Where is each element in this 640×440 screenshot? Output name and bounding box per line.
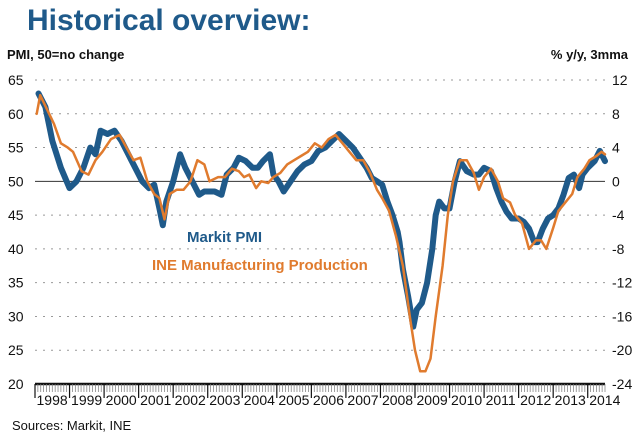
page-title: Historical overview:: [27, 4, 311, 37]
series-line-markit-pmi: [35, 90, 608, 330]
x-tick-label: 2011: [486, 392, 516, 408]
x-tick-label: 2003: [209, 392, 240, 408]
x-tick-label: 2007: [347, 392, 378, 408]
left-tick-label: 60: [8, 106, 24, 122]
grid: [35, 79, 605, 351]
left-tick-label: 55: [8, 140, 24, 156]
left-tick-label: 35: [8, 275, 24, 291]
x-tick-label: 2001: [140, 392, 171, 408]
right-tick-label: 4: [612, 140, 620, 156]
left-tick-label: 65: [8, 72, 24, 88]
right-tick-label: 0: [612, 173, 620, 189]
right-y-axis: 12 8 4 0 -4 -8 -12 -16 -20 -24: [612, 72, 632, 392]
right-tick-label: -4: [612, 207, 625, 223]
x-tick-label: 2010: [451, 392, 482, 408]
left-tick-label: 25: [8, 342, 24, 358]
right-tick-label: -16: [612, 308, 632, 324]
x-tick-label: 1998: [37, 392, 68, 408]
right-tick-label: 8: [612, 106, 620, 122]
left-y-axis: 65 60 55 50 45 40 35 30 25 20: [8, 72, 24, 392]
right-tick-label: 12: [612, 72, 628, 88]
left-tick-label: 45: [8, 207, 24, 223]
x-tick-label: 1999: [71, 392, 102, 408]
x-tick-label: 2008: [382, 392, 413, 408]
left-tick-label: 40: [8, 241, 24, 257]
legend-markit-pmi: Markit PMI: [187, 229, 262, 246]
left-tick-label: 20: [8, 376, 24, 392]
left-tick-label: 30: [8, 308, 24, 324]
legend-ine-production: INE Manufacturing Production: [152, 257, 368, 274]
source-note: Sources: Markit, INE: [12, 418, 132, 433]
right-tick-label: -8: [612, 241, 625, 257]
left-tick-label: 50: [8, 173, 24, 189]
x-axis: 1998 1999 2000 2001 2002 2003 2004 2005 2006 2007…: [34, 382, 621, 408]
x-tick-label: 2006: [313, 392, 344, 408]
series-lines: [35, 90, 608, 373]
x-tick-label: 2005: [278, 392, 309, 408]
x-tick-label: 2009: [417, 392, 448, 408]
x-tick-label: 2012: [520, 392, 551, 408]
series-line-ine-production: [35, 93, 607, 373]
right-tick-label: -20: [612, 342, 632, 358]
right-tick-label: -12: [612, 275, 632, 291]
x-tick-label: 2013: [555, 392, 586, 408]
x-tick-label: 2002: [175, 392, 206, 408]
right-tick-label: -24: [612, 376, 632, 392]
right-axis-label: % y/y, 3mma: [550, 47, 628, 62]
x-tick-label: 2014: [589, 392, 620, 408]
left-axis-label: PMI, 50=no change: [7, 47, 125, 62]
x-tick-label: 2004: [244, 392, 275, 408]
x-tick-label: 2000: [106, 392, 137, 408]
